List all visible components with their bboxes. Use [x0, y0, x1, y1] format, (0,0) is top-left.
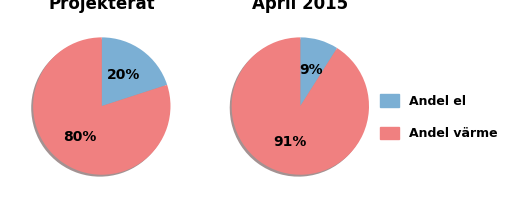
Title: April 2015: April 2015	[252, 0, 348, 13]
Wedge shape	[300, 37, 337, 106]
Legend: Andel el, Andel värme: Andel el, Andel värme	[375, 89, 503, 145]
Text: 20%: 20%	[107, 68, 140, 82]
Wedge shape	[33, 37, 171, 175]
Text: 80%: 80%	[63, 130, 96, 144]
Title: Projekterat: Projekterat	[48, 0, 155, 13]
Text: 91%: 91%	[273, 135, 306, 149]
Wedge shape	[102, 37, 167, 106]
Wedge shape	[232, 37, 369, 175]
Text: 9%: 9%	[299, 63, 323, 77]
